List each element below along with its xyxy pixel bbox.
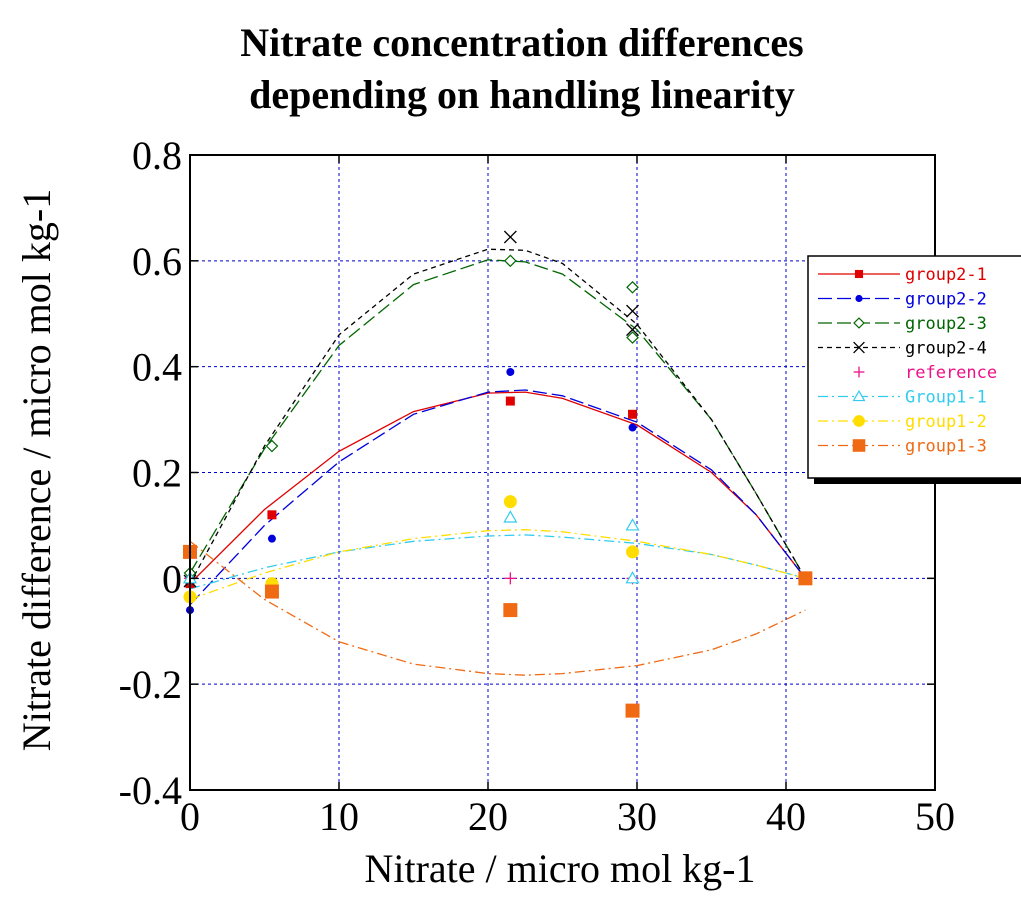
fit-curve-group1-2 bbox=[189, 529, 806, 601]
y-tick-label: 0.8 bbox=[132, 133, 182, 178]
legend-label: group2-2 bbox=[905, 290, 987, 310]
data-point-group2-1 bbox=[628, 409, 638, 419]
data-point-reference bbox=[504, 572, 517, 585]
data-point-Group1-1 bbox=[625, 518, 640, 531]
legend-box bbox=[807, 255, 1021, 479]
data-point-group1-2 bbox=[853, 415, 865, 427]
data-point-group2-2 bbox=[267, 534, 276, 543]
data-point-Group1-1 bbox=[625, 571, 640, 584]
y-axis-label: Nitrate difference / micro mol kg-1 bbox=[14, 189, 59, 751]
legend: group2-1 group2-2 group2-3 group2-4 referenc… bbox=[807, 255, 1021, 484]
fit-curve-group1-3 bbox=[189, 540, 806, 676]
legend-entry-Group1-1: Group1-1 bbox=[818, 388, 987, 408]
data-point-group2-3 bbox=[626, 331, 639, 344]
legend-label: group2-1 bbox=[905, 265, 987, 285]
x-tick-label: 0 bbox=[180, 794, 200, 839]
data-point-group1-3 bbox=[852, 439, 866, 452]
data-point-group2-4 bbox=[503, 230, 517, 244]
data-point-group2-3 bbox=[504, 254, 517, 268]
data-point-reference bbox=[853, 366, 865, 378]
data-point-group2-1 bbox=[505, 396, 515, 406]
legend-entry-reference: reference bbox=[853, 363, 997, 383]
fit-curve-group2-3 bbox=[189, 259, 806, 579]
data-point-Group1-1 bbox=[503, 510, 518, 523]
legend-label: reference bbox=[905, 363, 997, 383]
data-point-group2-3 bbox=[853, 317, 865, 329]
legend-entry-group1-3: group1-3 bbox=[818, 437, 987, 457]
y-tick-label: -0.4 bbox=[119, 768, 182, 813]
fit-curve-group2-4 bbox=[189, 248, 806, 584]
chart-title-line-1: Nitrate concentration differences bbox=[240, 20, 804, 65]
x-tick-label: 40 bbox=[766, 794, 806, 839]
chart-title-line-2: depending on handling linearity bbox=[249, 72, 795, 117]
data-point-group2-4 bbox=[853, 341, 865, 354]
data-point-group2-3 bbox=[265, 439, 279, 453]
data-point-group2-2 bbox=[506, 367, 515, 376]
fit-curve-Group1-1 bbox=[189, 534, 806, 590]
y-tick-label: 0.6 bbox=[132, 239, 182, 284]
data-point-group1-3 bbox=[798, 571, 813, 586]
x-tick-label: 50 bbox=[915, 794, 955, 839]
x-tick-label: 10 bbox=[319, 794, 359, 839]
x-tick-label: 20 bbox=[468, 794, 508, 839]
legend-label: Group1-1 bbox=[905, 388, 987, 408]
x-tick-label: 30 bbox=[617, 794, 657, 839]
fit-curve-group2-1 bbox=[189, 391, 806, 585]
x-axis-label: Nitrate / micro mol kg-1 bbox=[364, 846, 755, 891]
fit-curves bbox=[189, 248, 806, 676]
legend-entry-group2-3: group2-3 bbox=[818, 314, 987, 334]
legend-label: group2-3 bbox=[905, 314, 987, 334]
y-tick-label: -0.2 bbox=[119, 662, 182, 707]
axis-ticks: 0 10 20 30 40 50 -0.4 -0.2 0 0.2 0.4 0.6 0.8 bbox=[119, 133, 955, 839]
data-point-group2-4 bbox=[626, 323, 639, 337]
data-point-group2-4 bbox=[626, 304, 639, 318]
legend-label: group2-4 bbox=[905, 339, 987, 359]
y-tick-label: 0.2 bbox=[132, 451, 182, 496]
data-point-group2-1 bbox=[854, 269, 864, 279]
data-point-group2-3 bbox=[626, 280, 639, 294]
y-tick-label: 0.4 bbox=[132, 345, 182, 390]
legend-entry-group1-2: group1-2 bbox=[818, 412, 987, 432]
data-points bbox=[182, 230, 813, 718]
data-point-group2-2 bbox=[628, 423, 637, 432]
legend-label: group1-3 bbox=[905, 437, 987, 457]
data-point-group1-3 bbox=[625, 703, 640, 718]
legend-entry-group2-4: group2-4 bbox=[818, 339, 987, 359]
data-point-group1-2 bbox=[626, 545, 640, 559]
legend-label: group1-2 bbox=[905, 412, 987, 432]
data-point-group1-3 bbox=[503, 603, 518, 618]
data-point-group2-2 bbox=[855, 294, 863, 303]
data-point-group1-2 bbox=[503, 495, 517, 509]
legend-entry-group2-1: group2-1 bbox=[818, 265, 987, 285]
fit-curve-group2-2 bbox=[189, 389, 806, 606]
data-point-group1-3 bbox=[264, 584, 279, 599]
legend-entry-group2-2: group2-2 bbox=[818, 290, 987, 310]
y-tick-label: 0 bbox=[162, 556, 182, 601]
data-point-Group1-1 bbox=[852, 389, 866, 402]
data-point-group2-1 bbox=[267, 510, 277, 520]
